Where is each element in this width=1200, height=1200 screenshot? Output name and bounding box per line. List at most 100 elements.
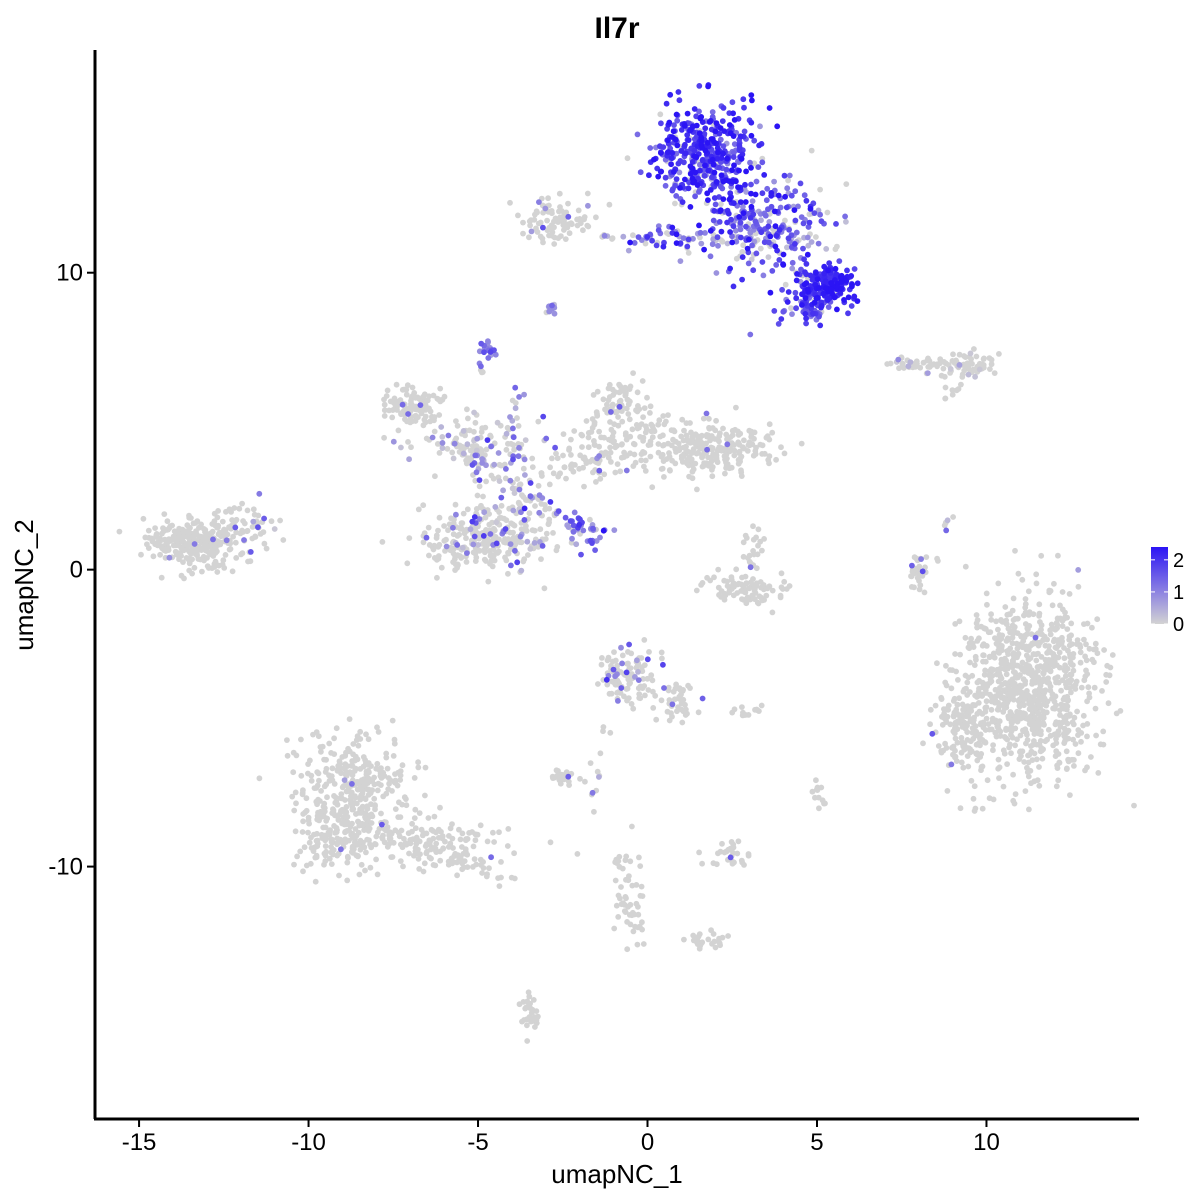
cell-point: [521, 505, 528, 512]
cell-point: [1047, 660, 1054, 667]
cell-point: [361, 782, 368, 789]
cell-point: [802, 295, 809, 301]
cell-point: [358, 792, 365, 798]
cell-point: [411, 815, 418, 821]
cell-point: [479, 460, 486, 466]
cell-point: [611, 649, 617, 655]
cell-point: [695, 933, 702, 940]
cell-point: [1028, 780, 1034, 787]
cell-point: [1005, 651, 1011, 657]
cell-point: [908, 584, 915, 590]
cell-point: [326, 777, 333, 784]
cell-point: [651, 428, 658, 435]
cell-point: [977, 754, 984, 760]
cell-point: [469, 462, 476, 468]
cell-point: [802, 311, 809, 317]
cell-point: [639, 893, 646, 899]
cell-point: [963, 363, 969, 370]
cell-point: [535, 220, 542, 227]
cell-point: [1010, 771, 1016, 778]
cell-point: [745, 852, 752, 859]
cell-point: [718, 228, 725, 235]
cell-point: [685, 236, 692, 243]
cell-point: [634, 131, 641, 138]
cell-point: [958, 381, 964, 388]
cell-point: [396, 799, 402, 806]
cell-point: [836, 258, 843, 264]
cell-point: [660, 432, 666, 439]
cell-point: [799, 302, 805, 308]
cell-point: [536, 509, 543, 516]
cell-point: [773, 232, 780, 239]
cell-point: [740, 539, 747, 546]
cell-point: [821, 270, 827, 277]
cell-point: [627, 858, 634, 865]
cell-point: [727, 130, 734, 137]
cell-point: [643, 426, 650, 433]
cell-point: [647, 453, 654, 460]
x-axis-label: umapNC_1: [551, 1159, 683, 1189]
cell-point: [354, 756, 361, 763]
cell-point: [471, 856, 478, 862]
cell-point: [696, 849, 702, 856]
cell-point: [682, 150, 689, 157]
cell-point: [640, 414, 646, 420]
cell-point: [619, 441, 625, 447]
cell-point: [387, 835, 394, 842]
cell-point: [321, 832, 328, 839]
cell-point: [1052, 693, 1059, 700]
cell-point: [350, 850, 356, 856]
cell-point: [438, 564, 445, 571]
cell-point: [1062, 609, 1068, 616]
cell-point: [509, 485, 516, 492]
cell-point: [1035, 650, 1041, 657]
cell-point: [751, 137, 758, 144]
cell-point: [426, 552, 432, 559]
cell-point: [313, 854, 320, 861]
cell-point: [782, 193, 788, 200]
cell-point: [307, 860, 314, 867]
cell-point: [321, 800, 328, 807]
cell-point: [972, 653, 979, 660]
cell-point: [750, 523, 756, 530]
cell-point: [308, 777, 315, 784]
cell-point: [1016, 702, 1023, 709]
cell-point: [571, 428, 578, 434]
cell-point: [711, 139, 717, 145]
cell-point: [1052, 644, 1059, 651]
cell-point: [568, 452, 574, 458]
cell-point: [697, 167, 703, 174]
cell-point: [503, 517, 510, 524]
cell-point: [362, 796, 369, 803]
cell-point: [760, 272, 767, 279]
cell-point: [180, 534, 187, 540]
cell-point: [284, 737, 290, 743]
cell-point: [620, 233, 627, 240]
cell-point: [376, 825, 383, 832]
cell-point: [1081, 636, 1087, 643]
cell-point: [538, 556, 544, 562]
cell-point: [321, 805, 328, 811]
cell-point: [1057, 602, 1063, 609]
cell-point: [1014, 736, 1020, 743]
cell-point: [331, 735, 337, 742]
cell-point: [733, 566, 740, 573]
cell-point: [971, 783, 978, 790]
cell-point: [752, 218, 759, 225]
cell-point: [680, 453, 687, 460]
cell-point: [743, 581, 750, 587]
cell-point: [927, 721, 933, 728]
cell-point: [362, 821, 369, 827]
cell-point: [719, 840, 725, 847]
cell-point: [991, 654, 998, 661]
cell-point: [899, 360, 906, 367]
cell-point: [751, 160, 758, 167]
cell-point: [921, 589, 928, 596]
cell-point: [1002, 604, 1009, 610]
cell-point: [566, 230, 573, 237]
cell-point: [624, 946, 631, 953]
cell-point: [405, 830, 412, 837]
cell-point: [660, 243, 667, 250]
cell-point: [116, 528, 123, 535]
cell-point: [493, 519, 500, 526]
